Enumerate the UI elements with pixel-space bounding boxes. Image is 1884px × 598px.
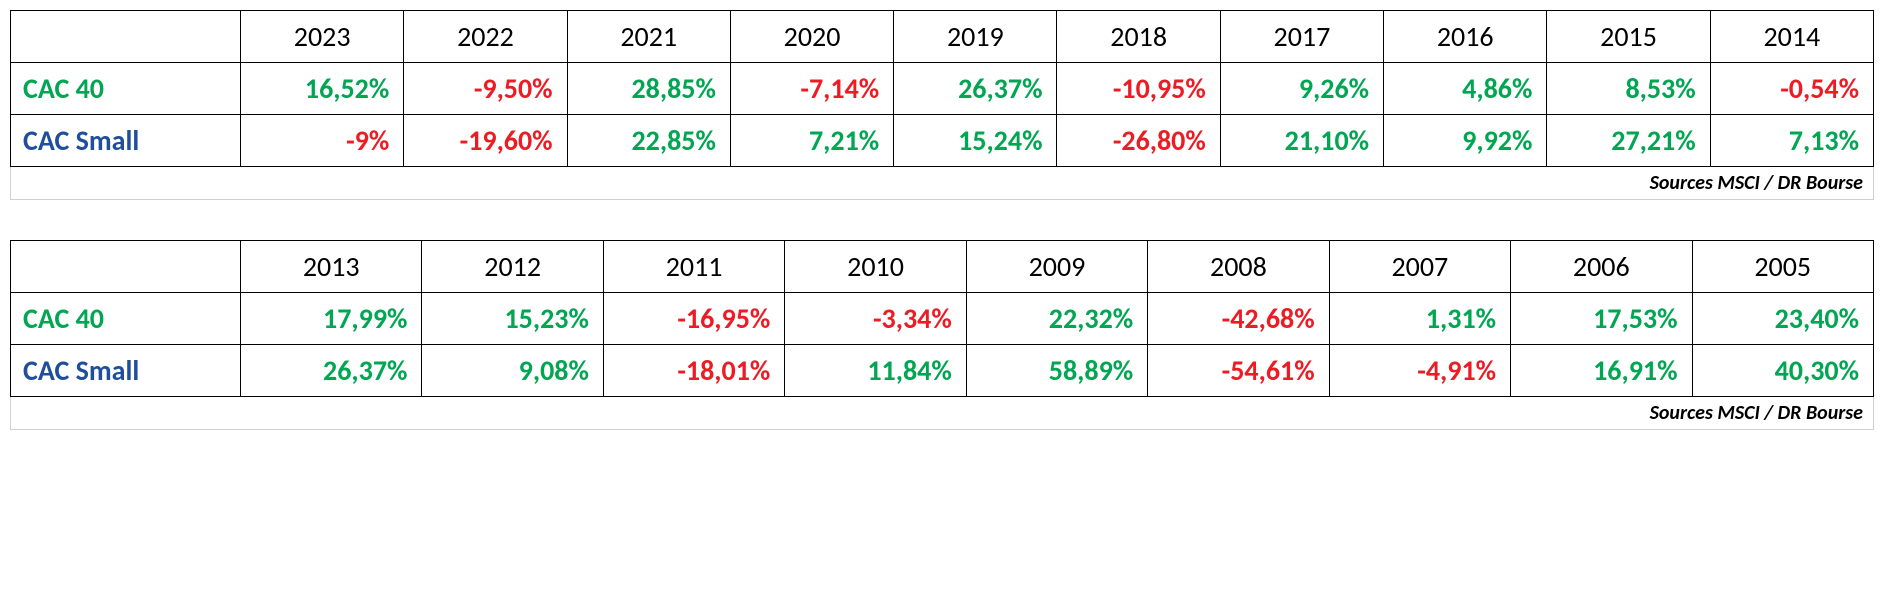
table-2-header: 201320122011201020092008200720062005: [11, 241, 1874, 293]
value-cell: -9%: [241, 115, 404, 167]
row-label: CAC 40: [11, 293, 241, 345]
value-cell: -18,01%: [603, 345, 784, 397]
value-cell: -7,14%: [730, 63, 893, 115]
value-cell: 15,23%: [422, 293, 603, 345]
value-cell: 4,86%: [1384, 63, 1547, 115]
column-header-year: 2007: [1329, 241, 1510, 293]
column-header-blank: [11, 11, 241, 63]
value-cell: 23,40%: [1692, 293, 1874, 345]
table-row: CAC 4016,52%-9,50%28,85%-7,14%26,37%-10,…: [11, 63, 1874, 115]
source-text: Sources MSCI / DR Bourse: [11, 167, 1874, 200]
value-cell: -9,50%: [404, 63, 567, 115]
table-row: CAC 4017,99%15,23%-16,95%-3,34%22,32%-42…: [11, 293, 1874, 345]
table-2-body: CAC 4017,99%15,23%-16,95%-3,34%22,32%-42…: [11, 293, 1874, 430]
column-header-year: 2018: [1057, 11, 1220, 63]
table-row: CAC Small-9%-19,60%22,85%7,21%15,24%-26,…: [11, 115, 1874, 167]
value-cell: -3,34%: [785, 293, 966, 345]
column-header-blank: [11, 241, 241, 293]
value-cell: 28,85%: [567, 63, 730, 115]
value-cell: 15,24%: [894, 115, 1057, 167]
column-header-year: 2013: [241, 241, 422, 293]
performance-table-2: 201320122011201020092008200720062005 CAC…: [10, 240, 1874, 430]
value-cell: 1,31%: [1329, 293, 1510, 345]
value-cell: -26,80%: [1057, 115, 1220, 167]
value-cell: -19,60%: [404, 115, 567, 167]
value-cell: -4,91%: [1329, 345, 1510, 397]
column-header-year: 2019: [894, 11, 1057, 63]
column-header-year: 2009: [966, 241, 1147, 293]
value-cell: 22,85%: [567, 115, 730, 167]
value-cell: 11,84%: [785, 345, 966, 397]
value-cell: -0,54%: [1710, 63, 1873, 115]
source-row: Sources MSCI / DR Bourse: [11, 397, 1874, 430]
column-header-year: 2008: [1148, 241, 1329, 293]
value-cell: 16,91%: [1511, 345, 1692, 397]
value-cell: 8,53%: [1547, 63, 1710, 115]
column-header-year: 2020: [730, 11, 893, 63]
source-text: Sources MSCI / DR Bourse: [11, 397, 1874, 430]
column-header-year: 2006: [1511, 241, 1692, 293]
row-label: CAC Small: [11, 115, 241, 167]
table-2: 201320122011201020092008200720062005 CAC…: [10, 240, 1874, 430]
table-1: 2023202220212020201920182017201620152014…: [10, 10, 1874, 200]
column-header-year: 2023: [241, 11, 404, 63]
value-cell: 16,52%: [241, 63, 404, 115]
value-cell: -16,95%: [603, 293, 784, 345]
column-header-year: 2016: [1384, 11, 1547, 63]
row-label: CAC Small: [11, 345, 241, 397]
table-1-body: CAC 4016,52%-9,50%28,85%-7,14%26,37%-10,…: [11, 63, 1874, 200]
value-cell: 7,21%: [730, 115, 893, 167]
column-header-year: 2011: [603, 241, 784, 293]
value-cell: 9,26%: [1220, 63, 1383, 115]
value-cell: 7,13%: [1710, 115, 1873, 167]
row-label: CAC 40: [11, 63, 241, 115]
value-cell: 17,99%: [241, 293, 422, 345]
column-header-year: 2021: [567, 11, 730, 63]
source-row: Sources MSCI / DR Bourse: [11, 167, 1874, 200]
value-cell: 26,37%: [894, 63, 1057, 115]
value-cell: 21,10%: [1220, 115, 1383, 167]
value-cell: -54,61%: [1148, 345, 1329, 397]
value-cell: 9,92%: [1384, 115, 1547, 167]
column-header-year: 2005: [1692, 241, 1874, 293]
value-cell: 26,37%: [241, 345, 422, 397]
value-cell: 22,32%: [966, 293, 1147, 345]
value-cell: 9,08%: [422, 345, 603, 397]
value-cell: 40,30%: [1692, 345, 1874, 397]
table-1-header: 2023202220212020201920182017201620152014: [11, 11, 1874, 63]
column-header-year: 2022: [404, 11, 567, 63]
value-cell: 58,89%: [966, 345, 1147, 397]
performance-table-1: 2023202220212020201920182017201620152014…: [10, 10, 1874, 200]
column-header-year: 2017: [1220, 11, 1383, 63]
value-cell: -42,68%: [1148, 293, 1329, 345]
table-row: CAC Small26,37%9,08%-18,01%11,84%58,89%-…: [11, 345, 1874, 397]
column-header-year: 2012: [422, 241, 603, 293]
column-header-year: 2015: [1547, 11, 1710, 63]
value-cell: -10,95%: [1057, 63, 1220, 115]
value-cell: 27,21%: [1547, 115, 1710, 167]
column-header-year: 2014: [1710, 11, 1873, 63]
column-header-year: 2010: [785, 241, 966, 293]
value-cell: 17,53%: [1511, 293, 1692, 345]
